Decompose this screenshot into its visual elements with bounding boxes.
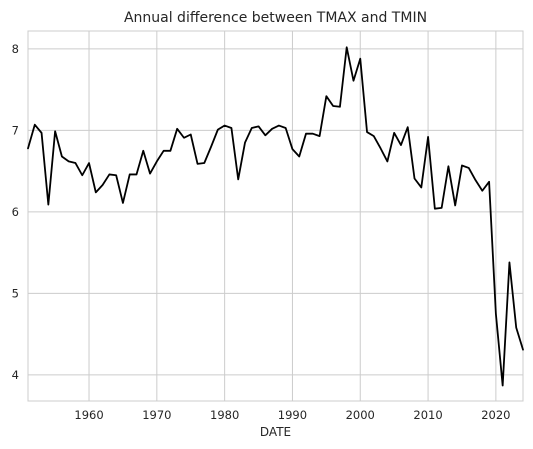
data-point [284, 126, 287, 129]
data-point [210, 145, 213, 148]
data-point [142, 149, 145, 152]
data-point [176, 127, 179, 130]
data-point [115, 174, 118, 177]
y-tick-label: 4 [12, 368, 19, 382]
data-point [67, 160, 70, 163]
data-point [243, 141, 246, 144]
data-point [359, 57, 362, 60]
data-point [182, 136, 185, 139]
x-tick-label: 1960 [74, 408, 103, 422]
x-axis-ticks: 1960 1970 1980 1990 2000 2010 2020 [74, 408, 510, 422]
data-point [135, 173, 138, 176]
data-point [264, 134, 267, 137]
y-axis-ticks: 4 5 6 7 8 [12, 42, 19, 382]
data-point [33, 123, 36, 126]
data-point [522, 348, 525, 351]
data-point [121, 201, 124, 204]
data-point [216, 128, 219, 131]
data-point [406, 126, 409, 129]
data-point [399, 144, 402, 147]
data-point [155, 160, 158, 163]
data-point [277, 124, 280, 127]
plot-area [27, 30, 524, 402]
chart-title: Annual difference between TMAX and TMIN [124, 10, 427, 26]
data-point [447, 165, 450, 168]
data-point [338, 105, 341, 108]
data-point [393, 131, 396, 134]
data-point [40, 131, 43, 134]
data-point [460, 164, 463, 167]
data-point [488, 180, 491, 183]
data-point [325, 95, 328, 98]
data-point [298, 155, 301, 158]
x-tick-label: 2000 [346, 408, 375, 422]
y-tick-label: 8 [12, 42, 19, 56]
data-point [318, 135, 321, 138]
y-tick-label: 6 [12, 205, 19, 219]
data-point [433, 207, 436, 210]
data-point [271, 127, 274, 130]
y-tick-label: 7 [12, 123, 19, 137]
data-point [81, 174, 84, 177]
data-point [311, 132, 314, 135]
data-point [27, 147, 30, 150]
data-point [345, 46, 348, 49]
data-point [162, 149, 165, 152]
data-point [189, 133, 192, 136]
data-point [88, 162, 91, 165]
data-point [101, 184, 104, 187]
x-axis-label: DATE [260, 425, 291, 439]
data-point [427, 135, 430, 138]
data-point [203, 162, 206, 165]
data-point [291, 148, 294, 151]
series-line [27, 46, 524, 387]
data-point [230, 126, 233, 129]
data-point [386, 160, 389, 163]
data-point [54, 130, 57, 133]
data-point [237, 178, 240, 181]
data-point [60, 155, 63, 158]
data-point [305, 132, 308, 135]
data-point [481, 189, 484, 192]
data-point [366, 131, 369, 134]
x-tick-label: 1990 [278, 408, 307, 422]
data-point [74, 162, 77, 165]
x-tick-label: 2020 [481, 408, 510, 422]
data-point [454, 204, 457, 207]
data-point [494, 312, 497, 315]
data-point [250, 126, 253, 129]
data-point [379, 147, 382, 150]
data-point [169, 149, 172, 152]
x-tick-label: 1980 [210, 408, 239, 422]
grid-lines [28, 31, 523, 401]
data-point [515, 326, 518, 329]
data-point [474, 179, 477, 182]
data-point [413, 177, 416, 180]
data-point [196, 162, 199, 165]
data-point [440, 206, 443, 209]
series-layer [27, 46, 525, 387]
x-tick-label: 1970 [142, 408, 171, 422]
data-point [501, 384, 504, 387]
data-point [332, 104, 335, 107]
data-point [508, 261, 511, 264]
y-tick-label: 5 [12, 286, 19, 300]
data-point [47, 203, 50, 206]
data-point [108, 173, 111, 176]
data-point [420, 186, 423, 189]
data-point [467, 166, 470, 169]
data-point [352, 79, 355, 82]
data-point [149, 172, 152, 175]
data-point [223, 124, 226, 127]
data-point [257, 125, 260, 128]
data-point [94, 191, 97, 194]
data-point [128, 173, 131, 176]
x-tick-label: 2010 [413, 408, 442, 422]
data-point [372, 135, 375, 138]
